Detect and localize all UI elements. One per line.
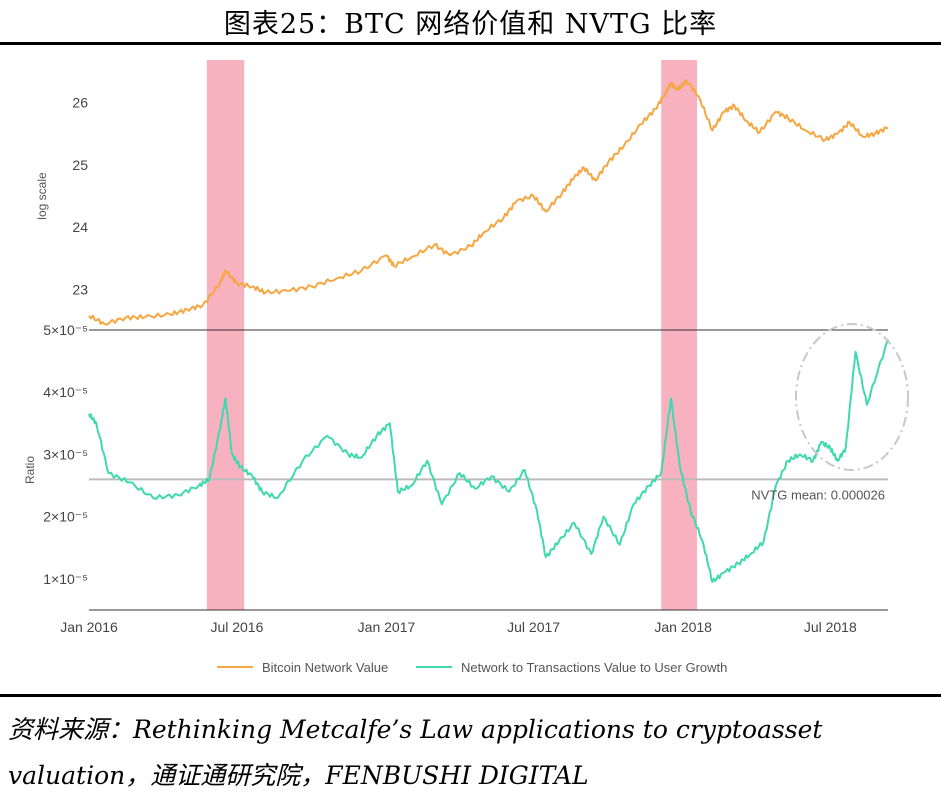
nvtg-line: [88, 338, 889, 583]
top-y-tick-26: 26: [72, 94, 88, 110]
highlight-period-2: [661, 60, 697, 610]
series-layer: [88, 79, 909, 583]
x-tick-2: Jul 2016: [210, 619, 263, 635]
text-layer: 23 24 25 26 log scale 1×10⁻⁵ 2×10⁻⁵ 3×10⁻⁵ 4×10⁻…: [23, 94, 885, 675]
x-tick-4: Jul 2017: [507, 619, 560, 635]
network-value-line: [88, 79, 889, 326]
legend-label-2: Network to Transactions Value to User Gr…: [461, 660, 727, 675]
bottom-y-tick-1: 1×10⁻⁵: [43, 571, 88, 587]
figure-title: 图表25：BTC 网络价值和 NVTG 比率: [223, 9, 718, 40]
bottom-y-tick-5: 5×10⁻⁵: [43, 322, 88, 338]
chart: 23 24 25 26 log scale 1×10⁻⁵ 2×10⁻⁵ 3×10⁻⁵ 4×10⁻…: [23, 60, 909, 675]
top-y-tick-23: 23: [72, 282, 88, 298]
x-tick-5: Jan 2018: [654, 619, 712, 635]
top-rule: [0, 42, 941, 45]
bottom-rule: [0, 694, 941, 697]
legend-label-1: Bitcoin Network Value: [262, 660, 388, 675]
top-y-tick-24: 24: [72, 219, 88, 235]
bottom-y-axis-label: Ratio: [23, 456, 37, 484]
source-note: 资料来源：Rethinking Metcalfe’s Law applicati…: [8, 715, 823, 790]
top-y-tick-25: 25: [72, 157, 88, 173]
x-tick-6: Jul 2018: [804, 619, 857, 635]
x-tick-1: Jan 2016: [60, 619, 118, 635]
bottom-y-tick-2: 2×10⁻⁵: [43, 509, 88, 525]
top-y-axis-label: log scale: [35, 172, 49, 220]
bottom-y-tick-3: 3×10⁻⁵: [43, 446, 88, 462]
highlight-period-1: [206, 60, 245, 610]
x-tick-3: Jan 2017: [358, 619, 416, 635]
nvtg-mean-label: NVTG mean: 0.000026: [751, 487, 885, 502]
highlight-layer: [206, 60, 697, 610]
highlight-circle: [795, 323, 909, 471]
bottom-y-tick-4: 4×10⁻⁵: [43, 384, 88, 400]
